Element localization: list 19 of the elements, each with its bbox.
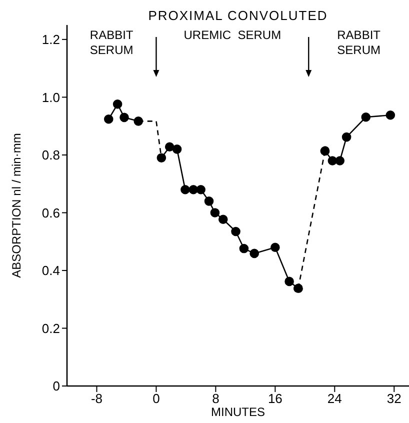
annotation: UREMIC SERUM	[184, 28, 282, 42]
annotation: RABBIT SERUM	[90, 28, 134, 57]
y-tick-label: 1.0	[42, 90, 60, 105]
x-tick-label: 32	[386, 391, 402, 406]
x-tick-label: 8	[212, 391, 220, 406]
x-tick-label: 24	[327, 391, 342, 406]
y-tick-label: 0.2	[42, 320, 60, 336]
x-tick-label: -8	[90, 391, 103, 406]
y-tick-label: 0.8	[42, 148, 60, 163]
chart-title: PROXIMAL CONVOLUTED	[147, 8, 329, 23]
y-tick-label: 0.4	[42, 263, 60, 278]
x-tick-label: 0	[152, 391, 160, 406]
x-tick-label: 16	[268, 391, 282, 406]
y-tick-label: 0	[52, 378, 60, 394]
y-axis-title: ABSORPTION nl / min·mm	[9, 133, 24, 278]
annotation: RABBIT SERUM	[337, 28, 382, 57]
x-axis-title: MINUTES	[211, 405, 265, 419]
y-tick-label: 1.2	[42, 32, 60, 48]
y-tick-label: 0.6	[42, 205, 60, 220]
